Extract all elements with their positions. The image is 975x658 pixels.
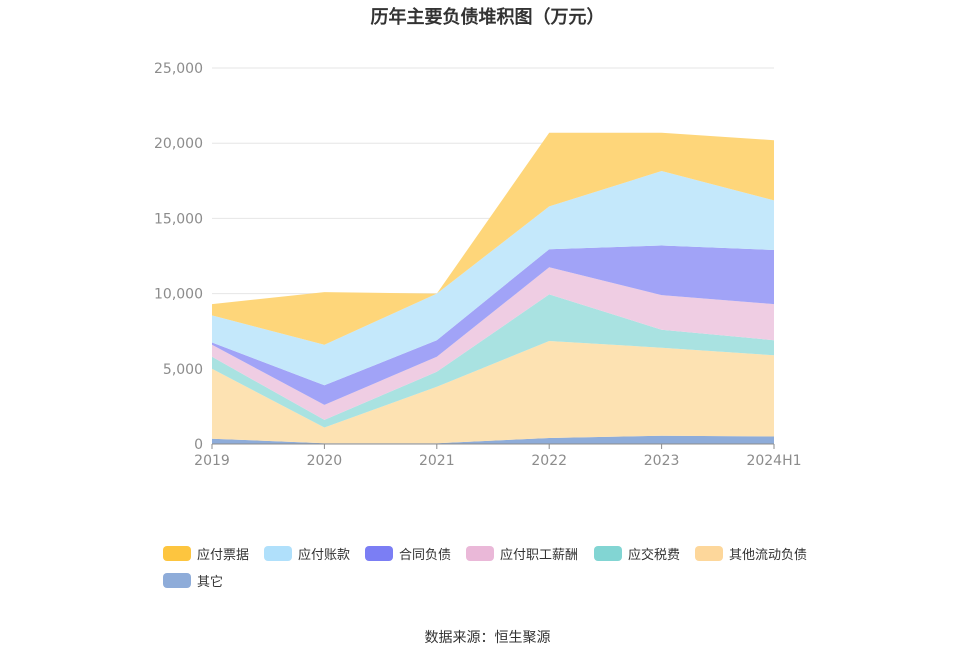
area-series-应付账款	[212, 171, 774, 386]
y-tick-label: 10,000	[154, 287, 203, 303]
legend-label: 应付账款	[298, 547, 351, 563]
legend-swatch	[695, 545, 723, 561]
legend-label: 其他流动负债	[729, 547, 808, 563]
legend-label: 其它	[197, 574, 224, 590]
legend-swatch	[365, 545, 393, 561]
legend-label: 应交税费	[628, 547, 681, 563]
x-tick-label: 2021	[419, 453, 455, 469]
legend-item-other-current-liabilities[interactable]: 其他流动负债	[695, 543, 807, 563]
area-series-其它	[212, 435, 774, 444]
legend-item-other[interactable]: 其它	[163, 570, 223, 590]
area-series	[212, 132, 774, 444]
x-tick-label: 2023	[644, 453, 680, 469]
data-source: 数据来源：恒生聚源	[424, 630, 551, 646]
legend-swatch	[466, 545, 494, 561]
legend-swatch	[163, 572, 191, 588]
legend-swatch	[163, 545, 191, 561]
legend-item-notes-payable[interactable]: 应付票据	[163, 543, 249, 563]
legend-label: 应付职工薪酬	[500, 547, 579, 563]
x-tick-label: 2022	[531, 453, 567, 469]
legend-item-employee-compensation[interactable]: 应付职工薪酬	[466, 543, 578, 563]
stacked-area-chart: 0 5,000 10,000 15,000 20,000 25,000 2019 2020 20…	[154, 61, 802, 469]
legend-swatch	[264, 545, 292, 561]
chart-title: 历年主要负债堆积图（万元）	[370, 7, 605, 28]
area-series-应付票据	[212, 132, 774, 345]
y-tick-label: 5,000	[163, 362, 203, 378]
legend-label: 合同负债	[399, 547, 452, 563]
area-series-合同负债	[212, 245, 774, 405]
x-tick-label: 2019	[194, 453, 230, 469]
area-series-其他流动负债	[212, 341, 774, 444]
legend-item-contract-liabilities[interactable]: 合同负债	[365, 543, 451, 563]
y-tick-label: 15,000	[154, 211, 203, 227]
x-tick-label: 2024H1	[746, 453, 801, 469]
area-series-应交税费	[212, 294, 774, 428]
legend-swatch	[594, 545, 622, 561]
area-series-应付职工薪酬	[212, 267, 774, 420]
legend-label: 应付票据	[197, 547, 250, 563]
x-tick-label: 2020	[307, 453, 343, 469]
y-tick-label: 0	[194, 437, 203, 453]
axes: 0 5,000 10,000 15,000 20,000 25,000 2019 2020 20…	[154, 61, 802, 469]
legend-item-accounts-payable[interactable]: 应付账款	[264, 543, 350, 563]
y-tick-label: 25,000	[154, 61, 203, 77]
y-tick-label: 20,000	[154, 136, 203, 152]
legend-item-taxes-payable[interactable]: 应交税费	[594, 543, 680, 563]
